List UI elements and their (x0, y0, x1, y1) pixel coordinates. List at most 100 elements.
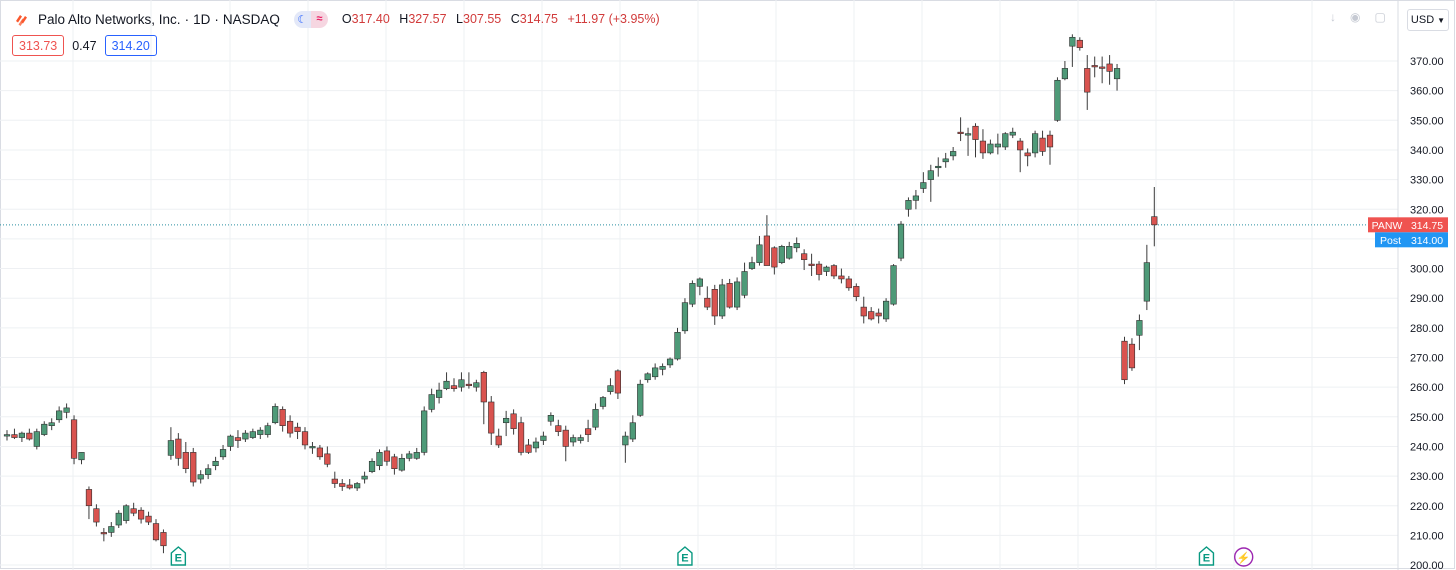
candle (1002, 132, 1009, 150)
candle (726, 278, 733, 309)
arrow-down-icon[interactable]: ↓ (1330, 10, 1336, 24)
candle (756, 235, 763, 266)
event-marker-label: E (1203, 553, 1210, 565)
candle (1076, 37, 1083, 51)
candle (182, 442, 189, 474)
candle (786, 241, 793, 260)
candle-body (1121, 340, 1128, 381)
candle (428, 388, 435, 413)
candle (63, 403, 70, 419)
candle (629, 415, 636, 443)
separator: · (184, 11, 190, 27)
candle (383, 446, 391, 466)
earnings-marker[interactable]: E (170, 546, 187, 566)
candle-body (525, 444, 532, 453)
candle-body (972, 125, 979, 140)
candle-body (927, 170, 934, 180)
candle-body (607, 385, 614, 392)
candle-body (108, 526, 115, 533)
price-axis: 370.00360.00350.00340.00330.00320.00310.… (1410, 56, 1444, 570)
candle (897, 221, 905, 262)
candle-body (11, 434, 18, 438)
candle-body (324, 453, 331, 465)
candle-body (741, 271, 748, 296)
candle-body (450, 385, 458, 389)
candle-body (905, 200, 912, 210)
candle (1032, 130, 1039, 158)
candle (1128, 338, 1136, 371)
candle (108, 522, 115, 537)
event-markers: E E E ⚡ (170, 546, 1254, 567)
candle (93, 504, 100, 527)
candle (443, 372, 450, 391)
earnings-marker[interactable]: E (1198, 546, 1215, 566)
square-icon[interactable]: ▢ (1374, 10, 1386, 24)
candle-body (771, 247, 778, 268)
y-tick-label: 340.00 (1410, 145, 1444, 157)
candle (1009, 127, 1016, 139)
session-toggle[interactable]: ☾ ≈ (293, 10, 328, 28)
moon-icon[interactable]: ☾ (293, 10, 311, 28)
post-label: Post (1380, 235, 1401, 247)
candle (324, 446, 331, 468)
candle-body (70, 419, 78, 459)
approx-icon[interactable]: ≈ (310, 10, 328, 28)
candle (823, 265, 830, 276)
earnings-icon (677, 546, 693, 566)
candle-body (666, 358, 674, 366)
post-price-tag: Post 314.00 (1375, 232, 1448, 248)
candle (853, 283, 860, 302)
earnings-icon (170, 546, 187, 566)
candle (652, 363, 659, 380)
candle-body (704, 297, 711, 308)
candle-body (368, 460, 376, 472)
y-tick-label: 250.00 (1410, 412, 1444, 424)
ask-price[interactable]: 314.20 (104, 35, 157, 56)
interval[interactable]: 1D (193, 11, 211, 27)
y-tick-label: 290.00 (1410, 293, 1444, 305)
candle-body (644, 373, 651, 381)
candle (11, 428, 18, 440)
candle-body (279, 409, 286, 426)
candle (212, 456, 219, 471)
candle-body (1143, 262, 1150, 302)
candle-body (1002, 133, 1009, 148)
candle (85, 486, 93, 520)
candle (301, 427, 309, 450)
candle (644, 372, 651, 383)
candle-body (652, 367, 659, 378)
close-value: 314.75 (519, 12, 558, 26)
candle-body (1151, 216, 1158, 226)
candle-body (398, 458, 405, 471)
y-tick-label: 330.00 (1410, 175, 1444, 187)
currency-button[interactable]: USD ▼ (1407, 9, 1449, 31)
symbol-title[interactable]: Palo Alto Networks, Inc. (38, 11, 181, 27)
earnings-marker[interactable]: E (677, 546, 693, 566)
candle (599, 396, 607, 410)
eye-icon[interactable]: ◉ (1350, 10, 1361, 24)
last-price-bg (1406, 217, 1448, 233)
candle (733, 277, 741, 311)
candle-body (584, 428, 592, 435)
candle-body (48, 422, 55, 426)
candle (354, 482, 361, 491)
candle-body (257, 429, 264, 435)
candle (272, 403, 279, 425)
candle-body (726, 283, 733, 308)
candle (868, 307, 875, 321)
candle (607, 378, 614, 395)
dividend-marker[interactable]: ⚡ (1233, 547, 1254, 567)
candle-body (480, 372, 487, 403)
spread-value: 0.47 (72, 38, 97, 53)
candle-body (547, 415, 554, 422)
candle-body (882, 300, 890, 320)
bid-price[interactable]: 313.73 (12, 35, 65, 56)
candle (78, 452, 85, 465)
y-tick-label: 270.00 (1410, 353, 1444, 365)
candle (696, 277, 703, 296)
candle (830, 264, 838, 279)
candle (56, 406, 63, 423)
candle (26, 428, 33, 441)
candle-body (301, 431, 309, 446)
